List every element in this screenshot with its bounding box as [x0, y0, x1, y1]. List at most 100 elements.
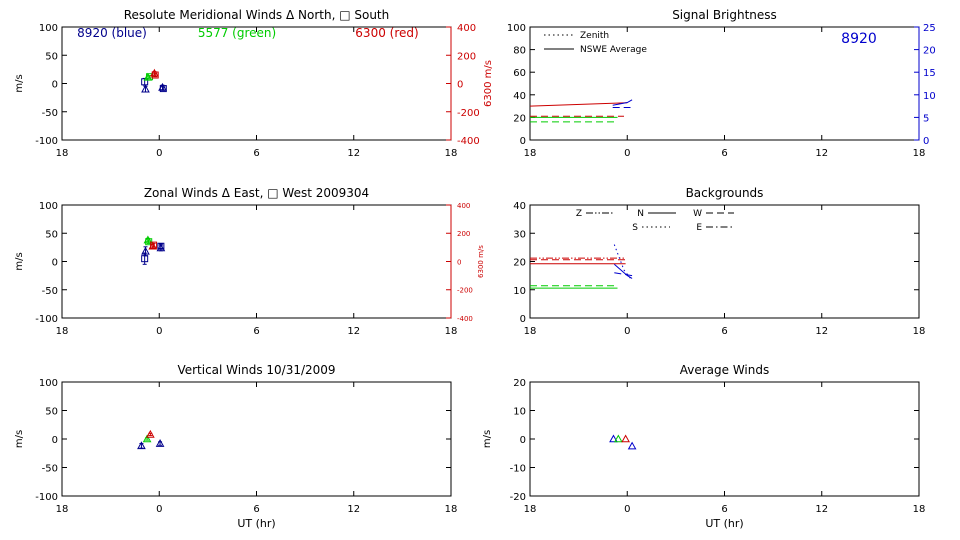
series-annotation: 5577 (green) [198, 26, 276, 40]
x-tick-label: 18 [913, 326, 926, 337]
y2-tick-label: 400 [457, 23, 476, 34]
y-tick-label: 0 [520, 136, 526, 147]
chart-title: Resolute Meridional Winds Δ North, □ Sou… [124, 8, 390, 22]
x-tick-label: 0 [624, 504, 630, 515]
x-tick-label: 18 [524, 148, 537, 159]
x-tick-label: 18 [56, 148, 69, 159]
y2-tick-label: 0 [923, 136, 929, 147]
x-tick-label: 12 [815, 326, 828, 337]
chart-title: Backgrounds [686, 186, 764, 200]
x-tick-label: 18 [524, 326, 537, 337]
y2-tick-label: -200 [457, 108, 480, 119]
x-tick-label: 18 [913, 148, 926, 159]
x-tick-label: 0 [156, 326, 162, 337]
x-tick-label: 0 [156, 504, 162, 515]
y-tick-label: 30 [513, 229, 526, 240]
x-tick-label: 12 [347, 148, 360, 159]
y2-tick-label: 25 [923, 23, 936, 34]
y2-tick-label: 0 [457, 258, 461, 266]
data-point-triangle [141, 246, 150, 255]
y-tick-label: -100 [35, 314, 58, 325]
y-tick-label: 40 [513, 201, 526, 212]
data-point-square [151, 71, 159, 79]
data-point-triangle [142, 434, 152, 443]
legend-label: S [632, 223, 638, 233]
x-tick-label: 6 [253, 326, 259, 337]
x-tick-label: 0 [624, 148, 630, 159]
y-tick-label: -100 [35, 492, 58, 503]
y-axis-label: m/s [482, 430, 493, 448]
y2-tick-label: 5 [923, 113, 929, 124]
chart-title: Vertical Winds 10/31/2009 [177, 363, 335, 377]
data-point-square [159, 85, 167, 93]
plot-frame [61, 204, 452, 319]
x-tick-label: 18 [913, 504, 926, 515]
y2-tick-label: 200 [457, 51, 476, 62]
y-tick-label: -100 [35, 136, 58, 147]
y-tick-label: 50 [45, 51, 58, 62]
y2-tick-label: 400 [457, 202, 470, 210]
x-tick-label: 12 [347, 326, 360, 337]
y2-tick-label: 20 [923, 46, 936, 57]
x-tick-label: 6 [721, 504, 727, 515]
y-tick-label: 10 [513, 286, 526, 297]
x-tick-label: 6 [721, 148, 727, 159]
legend-label: NSWE Average [580, 45, 647, 55]
chart-title: Zonal Winds Δ East, □ West 2009304 [144, 186, 369, 200]
legend-label: W [693, 209, 702, 219]
y2-tick-label: 15 [923, 68, 936, 79]
data-point-triangle [627, 441, 637, 450]
data-point-triangle [613, 434, 623, 443]
y2-tick-label: 0 [457, 80, 463, 91]
y-tick-label: -50 [42, 286, 58, 297]
series-annotation: 6300 (red) [355, 26, 418, 40]
data-point-square [157, 242, 165, 250]
x-tick-label: 0 [624, 326, 630, 337]
series-line [614, 272, 633, 277]
chart-vertical: Vertical Winds 10/31/2009 18 0 6 12 18 100 50 0 -… [14, 363, 457, 530]
series-annotation: 8920 (blue) [77, 26, 147, 40]
y-tick-label: -50 [42, 108, 58, 119]
x-axis-label: UT (hr) [237, 517, 275, 530]
data-point-triangle [609, 434, 618, 443]
legend-label: Zenith [580, 31, 609, 41]
x-tick-label: 18 [445, 326, 458, 337]
y-tick-label: 40 [513, 91, 526, 102]
y-tick-label: 100 [39, 23, 58, 34]
data-point-triangle [137, 441, 146, 450]
data-point-triangle [145, 429, 155, 438]
chart-meridional: Resolute Meridional Winds Δ North, □ Sou… [14, 8, 494, 159]
y-tick-label: 0 [520, 435, 526, 446]
x-tick-label: 12 [815, 148, 828, 159]
x-tick-label: 0 [156, 148, 162, 159]
y-tick-label: 0 [52, 258, 58, 269]
legend-label: E [696, 223, 702, 233]
y-axis-label: m/s [14, 74, 25, 92]
y2-tick-label: -400 [457, 315, 473, 323]
series-line [529, 102, 628, 107]
x-tick-label: 6 [721, 326, 727, 337]
x-tick-label: 18 [524, 504, 537, 515]
plot-frame [61, 26, 452, 141]
x-tick-label: 18 [445, 504, 458, 515]
chart-average: Average Winds 18 0 6 12 18 20 10 0 -10 -20 m/s UT (h… [482, 363, 925, 530]
y-tick-label: 80 [513, 46, 526, 57]
y2-tick-label: -400 [457, 136, 480, 147]
data-point-square [150, 241, 158, 249]
x-tick-label: 12 [815, 504, 828, 515]
y-tick-label: 0 [520, 314, 526, 325]
y2-tick-label: -200 [457, 287, 473, 295]
x-tick-label: 18 [445, 148, 458, 159]
y-tick-label: -20 [510, 492, 526, 503]
series-line [612, 99, 633, 106]
x-tick-label: 6 [253, 504, 259, 515]
y-tick-label: 20 [513, 113, 526, 124]
legend-label: N [637, 209, 644, 219]
chart-title: Signal Brightness [672, 8, 777, 22]
y-tick-label: 50 [45, 229, 58, 240]
y-tick-label: 0 [52, 435, 58, 446]
x-tick-label: 12 [347, 504, 360, 515]
